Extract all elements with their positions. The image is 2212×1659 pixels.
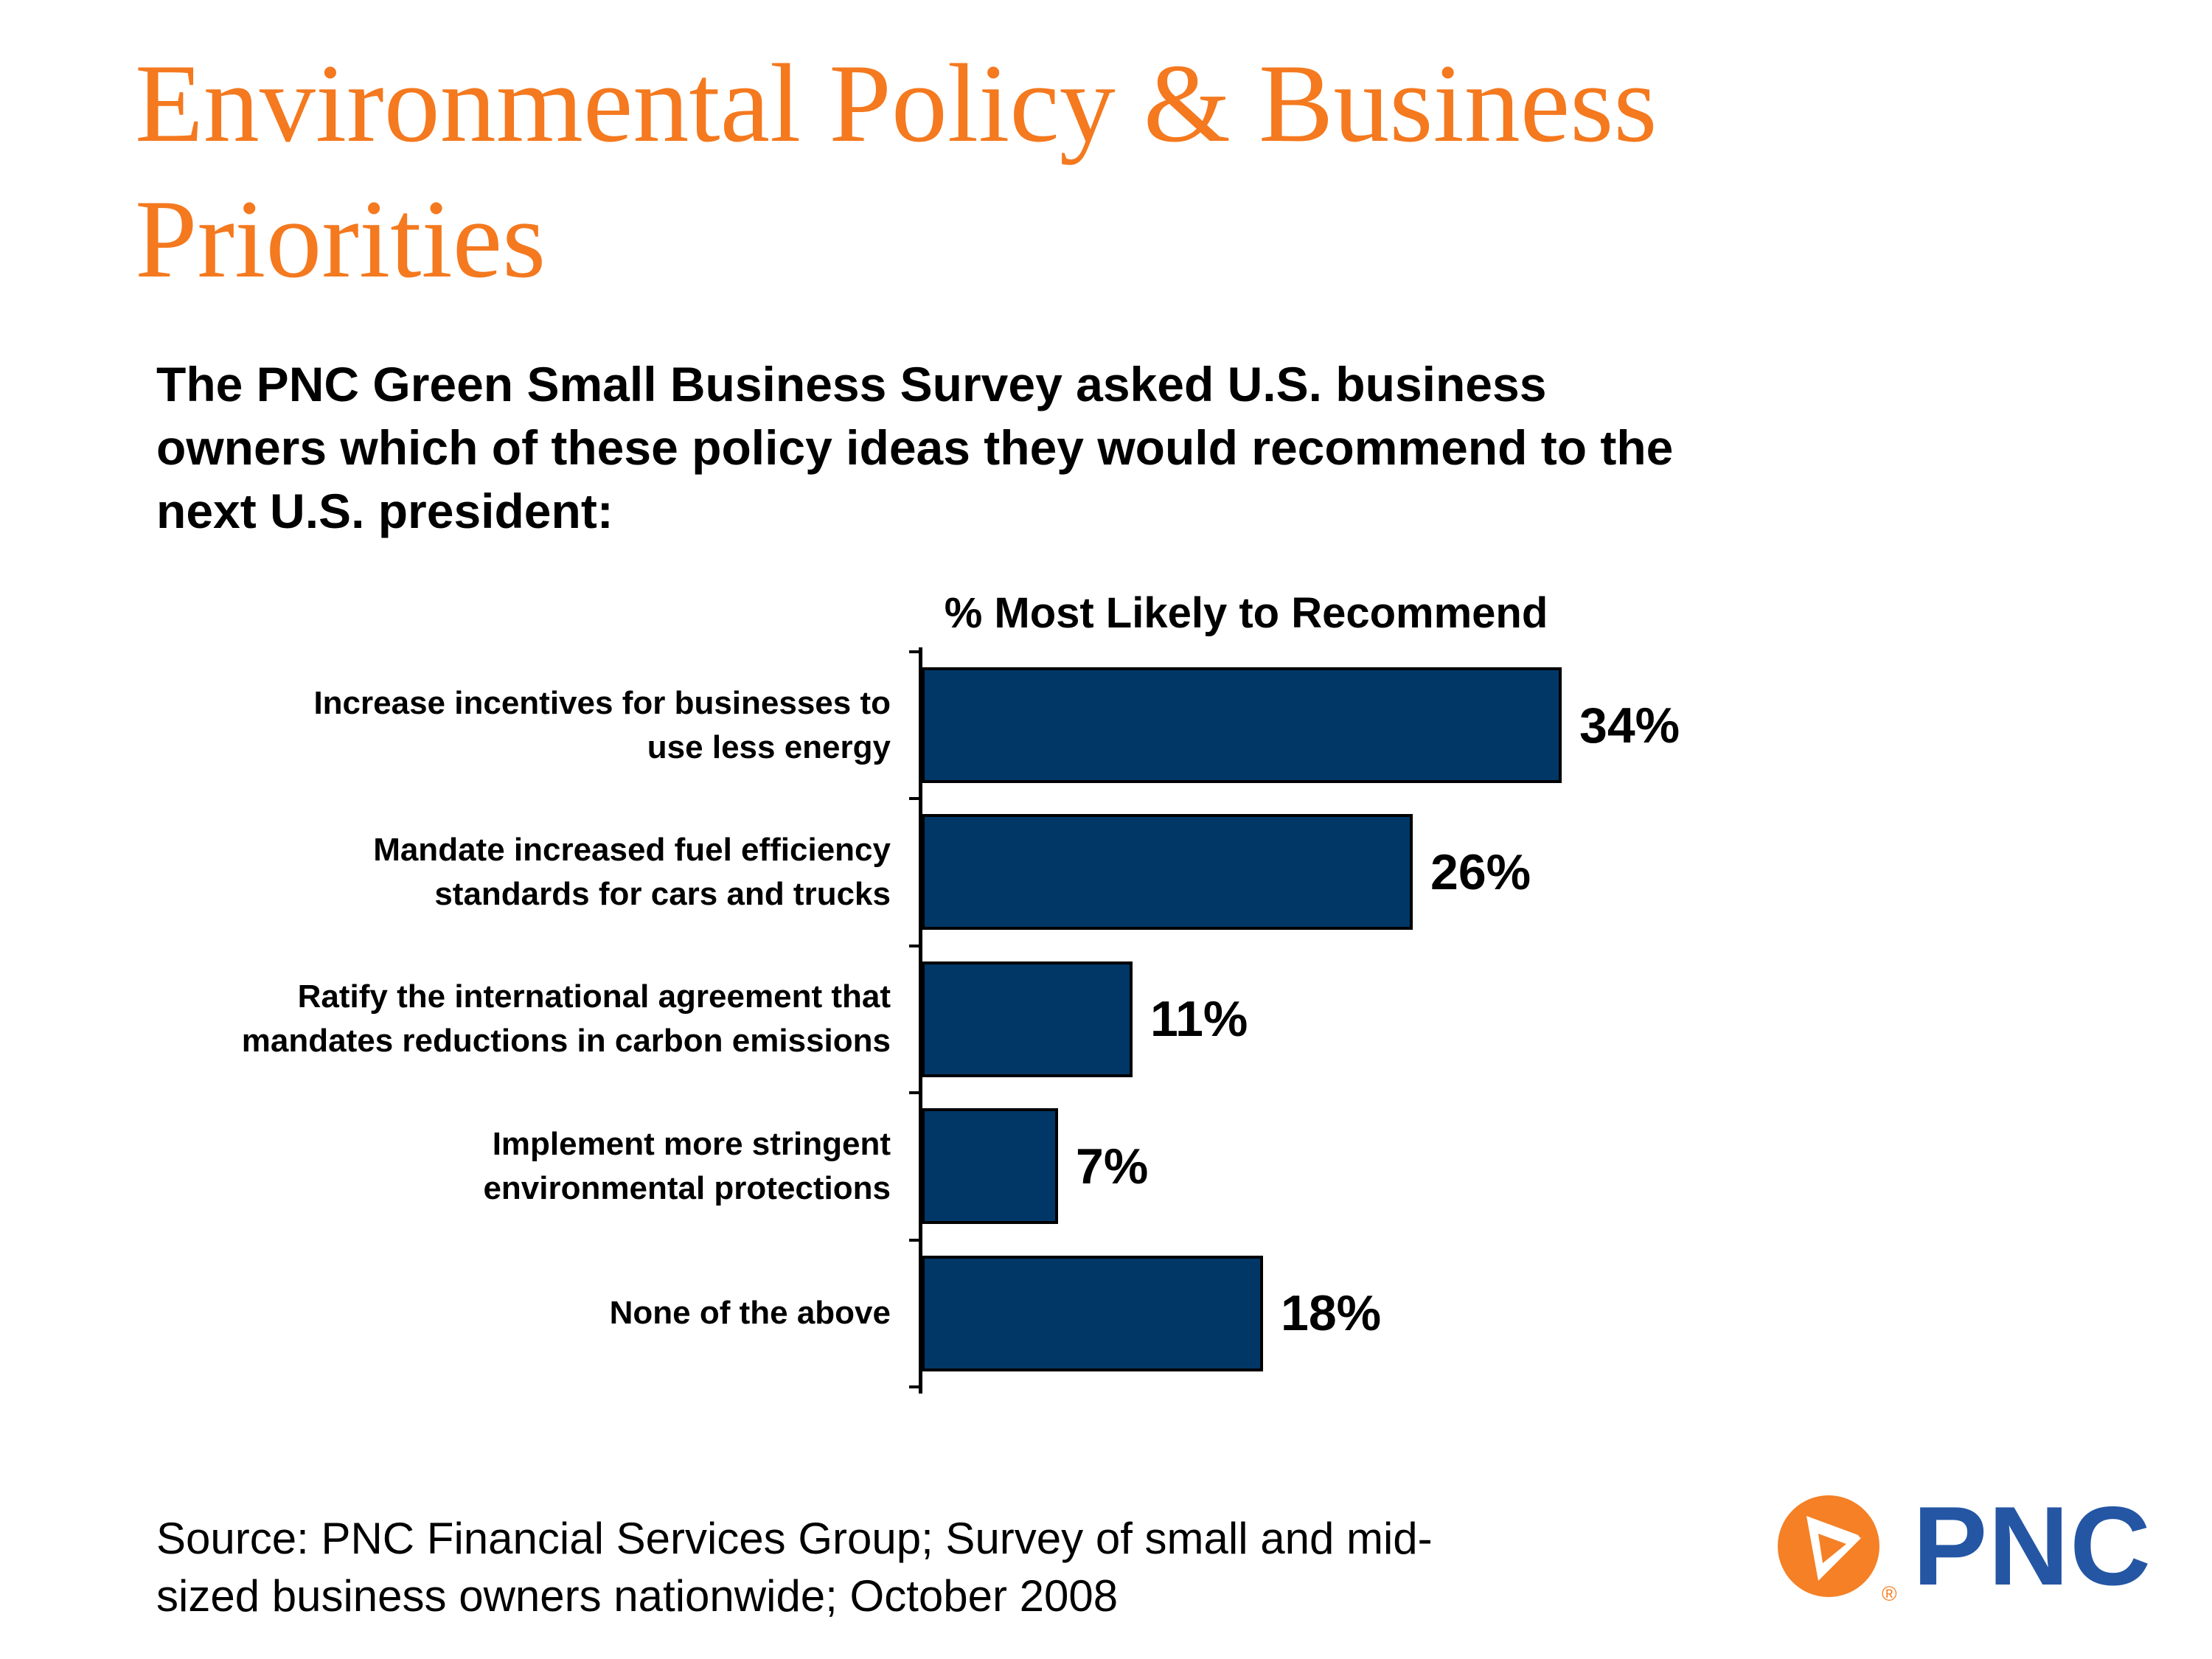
bar-row: Ratify the international agreement that …: [0, 946, 2212, 1093]
bar: [922, 1108, 1058, 1225]
value-label: 18%: [1281, 1285, 1382, 1342]
value-label: 34%: [1579, 697, 1680, 754]
chart-plot: Increase incentives for businesses to us…: [0, 647, 2212, 1397]
bar: [922, 814, 1413, 931]
category-label: None of the above: [609, 1295, 891, 1332]
pnc-logo: ® PNC: [1775, 1484, 2188, 1619]
value-label: 7%: [1076, 1138, 1149, 1194]
registered-trademark: ®: [1882, 1582, 1897, 1605]
bar: [922, 961, 1133, 1077]
bar: [922, 1255, 1263, 1371]
pnc-triangle-icon: [1778, 1495, 1879, 1597]
value-label: 26%: [1430, 844, 1531, 900]
axis-tick: [909, 1091, 919, 1095]
bar: [922, 667, 1562, 783]
category-label: Implement more stringent environmental p…: [483, 1125, 891, 1206]
source-text: Source: PNC Financial Services Group; Su…: [156, 1514, 1433, 1621]
axis-tick: [909, 1238, 919, 1242]
axis-tick: [909, 1385, 919, 1388]
category-label: Ratify the international agreement that …: [241, 978, 891, 1060]
bar-row: Implement more stringent environmental p…: [0, 1093, 2212, 1239]
bar-row: Increase incentives for businesses to us…: [0, 652, 2212, 799]
bar-chart: % Most Likely to Recommend Increase ince…: [0, 575, 2212, 1445]
axis-tick: [909, 797, 919, 801]
intro-text: The PNC Green Small Business Survey aske…: [156, 357, 1674, 538]
y-axis-line: [919, 647, 922, 1394]
bar-row: Mandate increased fuel efficiency standa…: [0, 799, 2212, 945]
value-label: 11%: [1150, 991, 1248, 1048]
axis-tick: [909, 650, 919, 653]
bar-row: None of the above 18%: [0, 1240, 2212, 1387]
axis-tick: [909, 944, 919, 947]
category-label: Mandate increased fuel efficiency standa…: [373, 831, 891, 912]
category-label: Increase incentives for businesses to us…: [313, 684, 891, 765]
slide-title: Environmental Policy & Business Prioriti…: [135, 41, 1658, 301]
chart-title: % Most Likely to Recommend: [944, 589, 1548, 637]
pnc-logo-text: PNC: [1913, 1484, 2152, 1609]
